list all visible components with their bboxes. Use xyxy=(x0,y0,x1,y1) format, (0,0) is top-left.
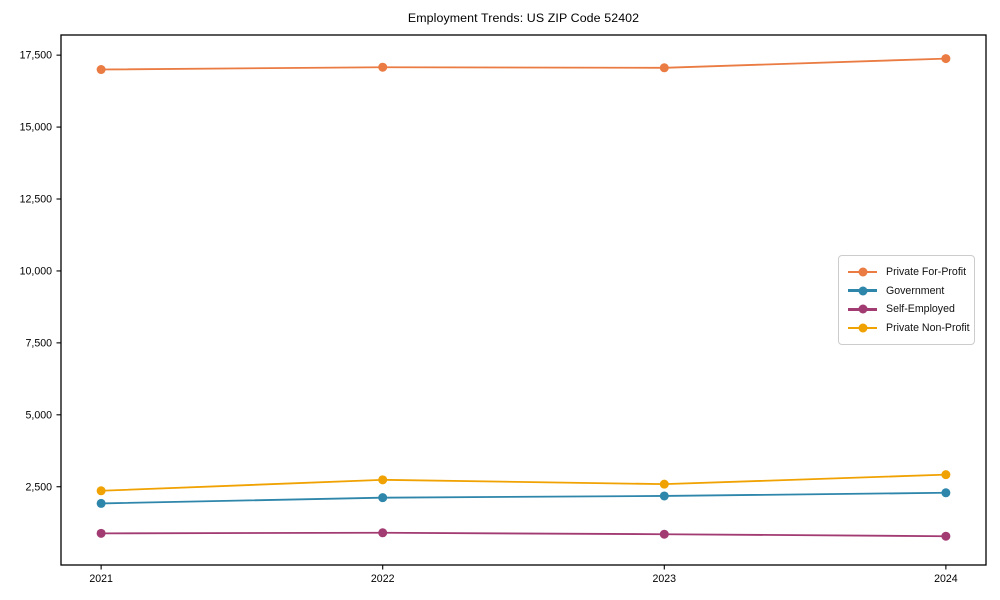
data-point-private-non-profit-2023 xyxy=(659,479,669,489)
legend-line-dot-icon xyxy=(848,267,877,277)
data-point-private-for-profit-2024 xyxy=(941,54,951,64)
data-point-private-for-profit-2021 xyxy=(96,65,106,75)
data-point-self-employed-2021 xyxy=(96,528,106,538)
x-tick-label: 2023 xyxy=(653,573,677,585)
legend-dot-icon xyxy=(858,286,867,296)
series-line-government xyxy=(100,491,947,505)
legend-item-self-employed: Self-Employed xyxy=(848,300,965,318)
data-point-government-2023 xyxy=(659,491,669,501)
legend-line-dot-icon xyxy=(848,286,877,296)
y-tick-label: 5,000 xyxy=(25,409,52,421)
legend-item-private-non-profit: Private Non-Profit xyxy=(848,319,970,337)
data-point-private-for-profit-2023 xyxy=(659,63,669,73)
legend-item-government: Government xyxy=(848,282,965,300)
legend-item-private-for-profit: Private For-Profit xyxy=(848,263,967,281)
data-point-private-for-profit-2022 xyxy=(378,62,388,72)
series-line-self-employed xyxy=(100,531,947,538)
data-point-private-non-profit-2021 xyxy=(96,486,106,496)
legend-label: Self-Employed xyxy=(886,303,955,316)
data-point-private-non-profit-2024 xyxy=(941,470,951,480)
y-tick-label: 7,500 xyxy=(25,337,52,349)
series-line-private-non-profit xyxy=(100,473,947,492)
legend-dot-icon xyxy=(858,267,867,277)
chart-legend: Private For-Profit Government Self-Employe… xyxy=(838,255,975,345)
y-tick-label: 15,000 xyxy=(20,122,53,134)
data-point-private-non-profit-2022 xyxy=(378,475,388,485)
legend-label: Private Non-Profit xyxy=(886,321,970,334)
data-point-self-employed-2022 xyxy=(378,528,388,538)
y-tick-label: 2,500 xyxy=(25,481,52,493)
data-point-government-2022 xyxy=(378,493,388,503)
data-point-self-employed-2023 xyxy=(659,529,669,539)
legend-line-dot-icon xyxy=(848,323,877,333)
data-point-government-2021 xyxy=(96,498,106,508)
x-tick-label: 2021 xyxy=(89,573,113,585)
x-tick-label: 2024 xyxy=(934,573,958,585)
chart-title: Employment Trends: US ZIP Code 52402 xyxy=(407,11,640,25)
y-tick-label: 12,500 xyxy=(20,194,53,206)
legend-line-dot-icon xyxy=(848,304,877,314)
axes-border xyxy=(60,34,987,566)
series-line-private-for-profit xyxy=(100,57,947,71)
legend-label: Private For-Profit xyxy=(886,266,967,278)
legend-label: Government xyxy=(886,284,945,297)
data-point-self-employed-2024 xyxy=(941,531,951,541)
y-tick-label: 10,000 xyxy=(20,266,53,278)
legend-dot-icon xyxy=(858,304,867,314)
y-tick-label: 17,500 xyxy=(20,50,53,62)
x-tick-label: 2022 xyxy=(371,573,395,585)
legend-dot-icon xyxy=(858,323,867,333)
data-point-government-2024 xyxy=(941,488,951,498)
